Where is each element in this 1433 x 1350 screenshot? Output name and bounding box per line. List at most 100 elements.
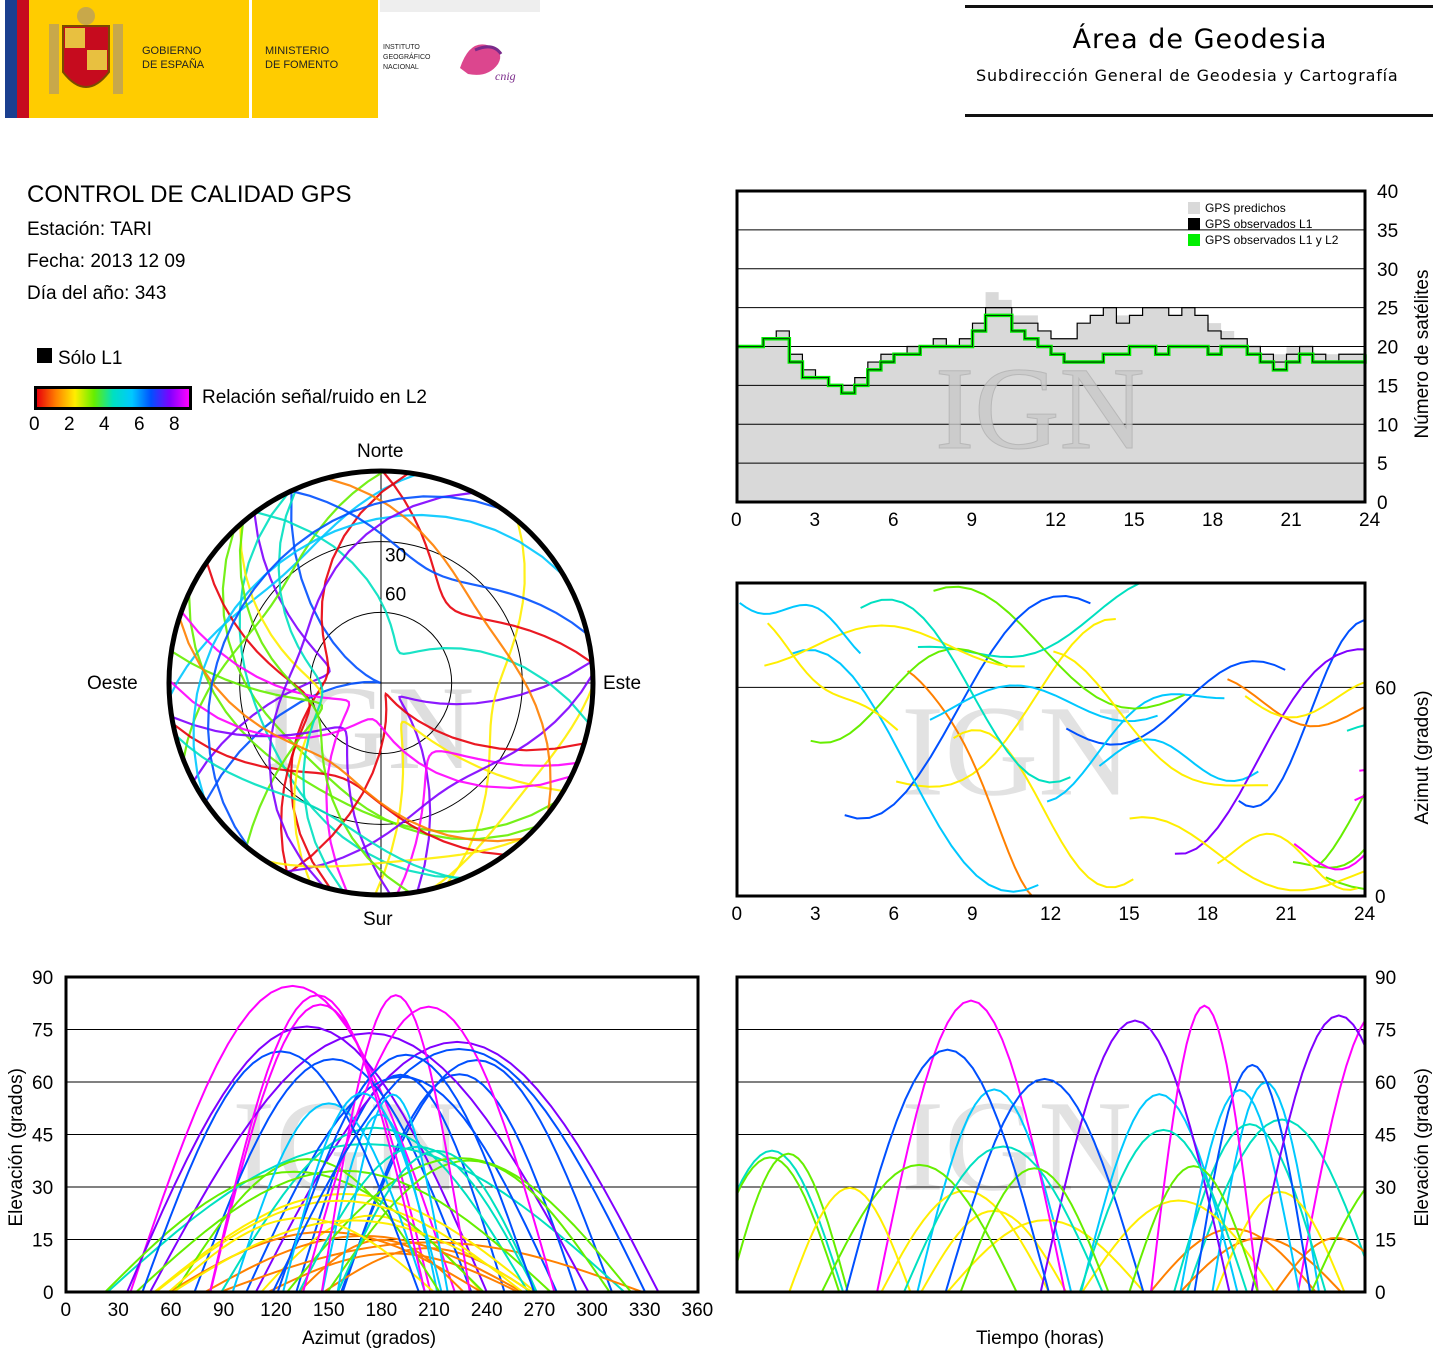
elevation-time-ylabel: Elevación (grados) <box>1412 1068 1433 1226</box>
azimuth-satellite-track <box>1244 681 1365 719</box>
satellites-xtick-label: 3 <box>810 510 821 531</box>
skyplot-satellite-track <box>206 495 503 851</box>
elevation-vs-azimuth-ytick-label: 45 <box>32 1126 53 1147</box>
legend-swatch <box>1188 202 1200 214</box>
day-of-year-label: Día del año: 343 <box>27 283 167 304</box>
skyplot-satellite-track <box>174 734 463 881</box>
azimuth-vs-time-xtick-label: 0 <box>732 904 743 925</box>
satellites-ytick-label: 25 <box>1377 299 1398 320</box>
elevation-azimuth-track <box>282 1092 443 1292</box>
elevation-time-track <box>946 1219 1145 1292</box>
skyplot-satellite-track <box>178 617 526 843</box>
skyplot-satellite-track <box>170 650 324 848</box>
skyplot-chart: IGN <box>166 468 596 898</box>
elevation-time-track <box>1128 1165 1259 1292</box>
skyplot-satellite-track <box>398 660 593 893</box>
elevation-time-track <box>876 999 1066 1292</box>
elevation-time-track <box>1039 1019 1231 1292</box>
skyplot-satellite-track <box>277 488 345 893</box>
snr-tick-6: 6 <box>134 414 145 435</box>
azimuth-vs-time-xtick-label: 6 <box>889 904 900 925</box>
gobierno-text-2: DE ESPAÑA <box>142 59 205 71</box>
azimuth-satellite-track <box>810 647 1008 744</box>
skyplot-satellite-track <box>265 835 528 868</box>
eu-flag-strip <box>5 0 17 118</box>
skyplot-satellite-track <box>192 512 331 783</box>
azimuth-ylabel: Azimut (grados) <box>1412 690 1433 824</box>
legend-label: GPS predichos <box>1205 201 1286 215</box>
satellites-chart: IGN GPS predichos GPS observados L1 GPS obs… <box>735 189 1367 504</box>
elevation-azimuth-track <box>320 994 471 1292</box>
elevation-vs-time-ytick-label: 30 <box>1375 1178 1396 1199</box>
elevation-time-track <box>1078 1128 1248 1292</box>
elevation-vs-time-chart: IGN <box>735 975 1367 1294</box>
snr-colorbar <box>34 386 192 410</box>
ign-text-1: INSTITUTO <box>383 44 420 51</box>
elevation-vs-azimuth-xtick-label: 210 <box>418 1300 450 1321</box>
satellites-ytick-label: 5 <box>1377 454 1388 475</box>
satellites-xtick-label: 12 <box>1045 510 1066 531</box>
azimuth-satellite-track <box>929 684 1158 723</box>
skyplot-satellite-track <box>204 490 381 803</box>
legend-label: GPS observados L1 y L2 <box>1205 233 1339 247</box>
azimuth-satellite-track <box>1053 650 1269 787</box>
elevation-vs-azimuth-xtick-label: 330 <box>629 1300 661 1321</box>
elevation-azimuth-track <box>153 1192 537 1292</box>
elevation-azimuth-track <box>168 1216 435 1292</box>
azimuth-vs-time-frame <box>735 581 1367 898</box>
elevation-azimuth-track <box>172 1219 533 1292</box>
elevation-time-track <box>845 1048 1050 1292</box>
skyplot-north-label: Norte <box>357 441 403 462</box>
azimuth-vs-time-ytick-label: 0 <box>1375 887 1386 908</box>
elevation-azimuth-track <box>141 1050 420 1292</box>
cnig-text: cnig <box>495 69 516 83</box>
elevation-time-track <box>1297 1018 1365 1292</box>
azimuth-satellite-track <box>844 594 1091 820</box>
elevation-time-track <box>737 1152 849 1292</box>
elevation-azimuth-track <box>340 1059 613 1292</box>
elevation-azimuth-track <box>135 1169 552 1292</box>
azimuth-satellite-track <box>895 618 1116 788</box>
satellites-xtick-label: 18 <box>1202 510 1223 531</box>
elevation-azimuth-track <box>276 1053 536 1292</box>
date-label: Fecha: 2013 12 09 <box>27 251 186 272</box>
elevation-vs-azimuth-xtick-label: 180 <box>366 1300 398 1321</box>
elevation-azimuth-track <box>231 1102 426 1292</box>
elevation-vs-azimuth-xtick-label: 0 <box>61 1300 72 1321</box>
series-observed-l1-l2-outline <box>737 315 1366 394</box>
elevation-vs-azimuth-xtick-label: 150 <box>313 1300 345 1321</box>
elevation-time-track <box>788 1186 912 1292</box>
skyplot-ring-label-30: 30 <box>385 546 406 567</box>
skyplot-satellite-track <box>290 489 588 635</box>
elevation-vs-azimuth-xtick-label: 60 <box>160 1300 181 1321</box>
azimuth-vs-time-plot-area <box>737 583 1365 896</box>
elevation-azimuth-tracks <box>104 984 660 1292</box>
skyplot-satellite-track <box>325 477 552 814</box>
skyplot-satellite-track <box>180 610 351 893</box>
ign-text-3: NACIONAL <box>383 64 419 71</box>
satellites-ylabel: Número de satélites <box>1412 270 1433 439</box>
azimuth-vs-time-xtick-label: 15 <box>1119 904 1140 925</box>
azimuth-satellite-track <box>1292 847 1365 869</box>
elevation-vs-azimuth-xtick-label: 120 <box>260 1300 292 1321</box>
elevation-vs-azimuth-ytick-label: 30 <box>32 1178 53 1199</box>
azimuth-vs-time-xtick-label: 12 <box>1040 904 1061 925</box>
azimuth-vs-time-xtick-label: 9 <box>967 904 978 925</box>
elevation-vs-time-watermark: IGN <box>901 1075 1132 1219</box>
elevation-vs-azimuth-xtick-label: 300 <box>576 1300 608 1321</box>
elevation-time-track <box>959 1167 1110 1292</box>
skyplot-satellite-track <box>192 513 565 802</box>
snr-tick-0: 0 <box>29 414 40 435</box>
satellites-xtick-label: 6 <box>888 510 899 531</box>
elevation-vs-azimuth-ytick-label: 90 <box>32 968 53 989</box>
elevation-time-track <box>1173 1123 1327 1292</box>
skyplot-satellite-track <box>284 673 594 873</box>
azimuth-satellite-track <box>907 670 1034 896</box>
azimuth-satellite-track <box>953 729 1134 889</box>
elevation-time-track <box>820 1163 1018 1292</box>
azimuth-satellite-track <box>1098 738 1259 783</box>
azimuth-vs-time-xtick-label: 18 <box>1197 904 1218 925</box>
elevation-time-track <box>1193 1063 1312 1292</box>
area-title: Área de Geodesia <box>1072 24 1328 55</box>
